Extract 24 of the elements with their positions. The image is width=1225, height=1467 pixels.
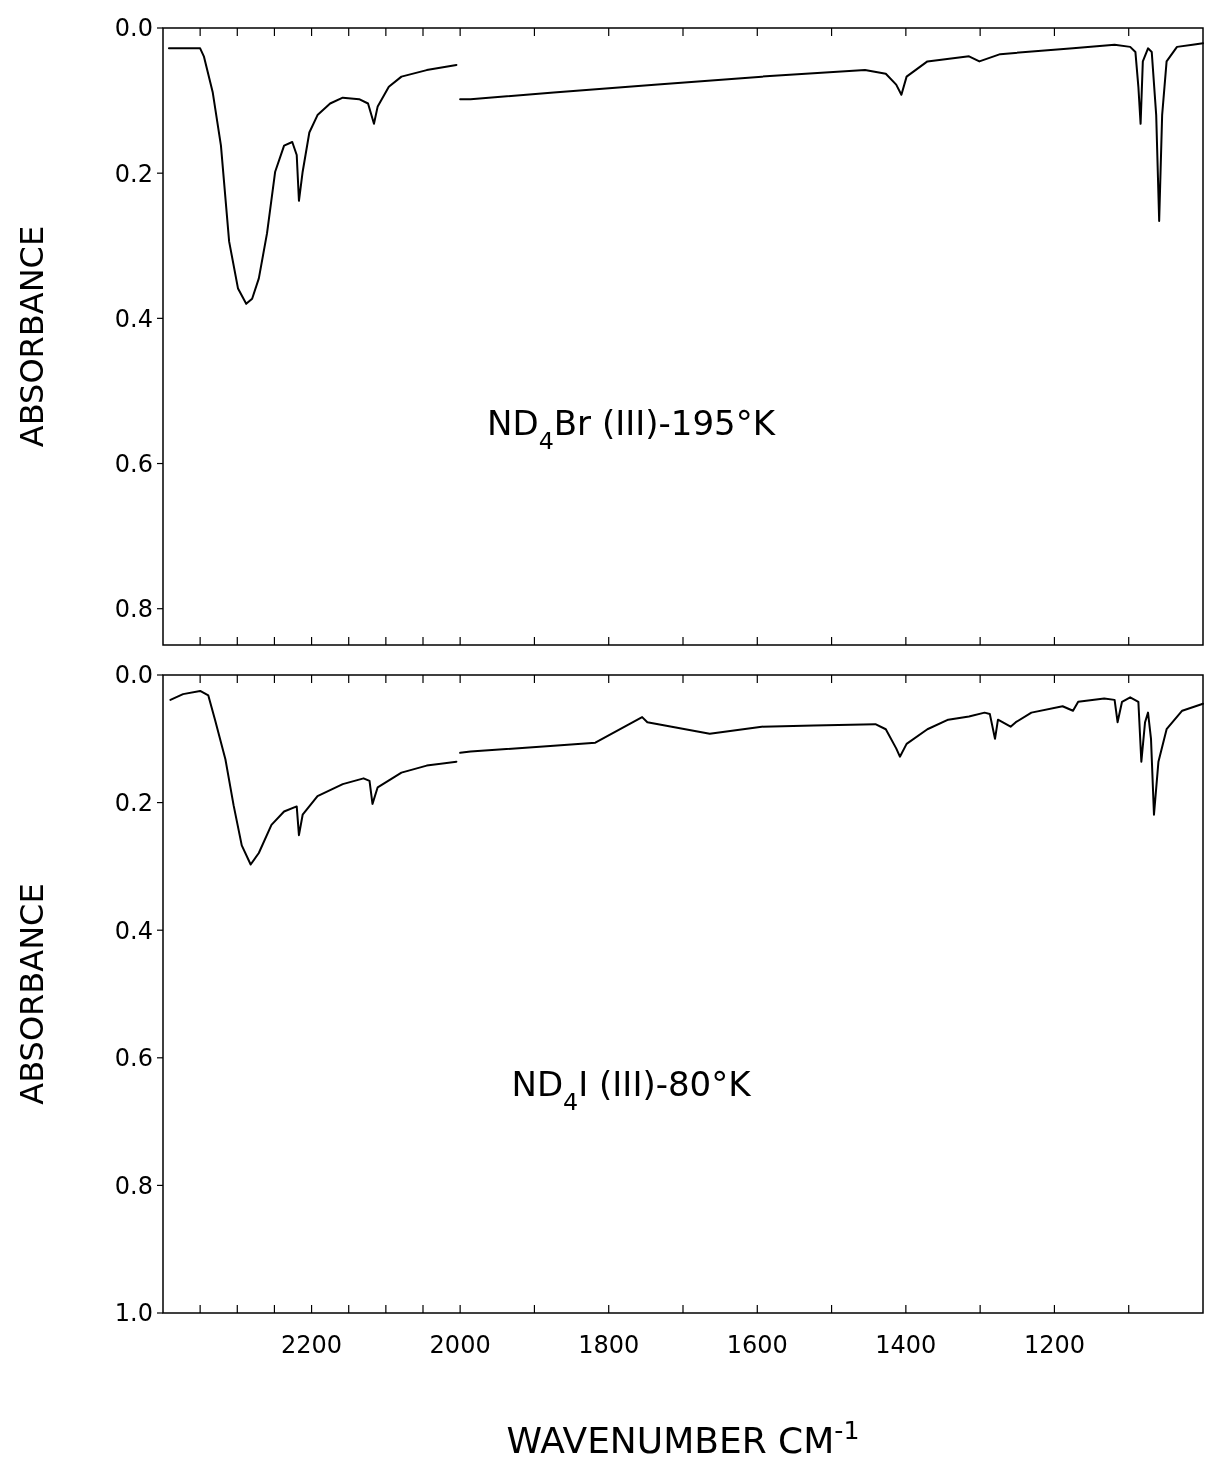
y-tick-label: 0.6: [114, 449, 153, 478]
x-tick-label: 1200: [1023, 1331, 1085, 1359]
x-tick-label: 1400: [875, 1331, 937, 1359]
annotation: ND$_{4}$Br (III)-195°K: [487, 403, 777, 456]
y-tick-label: 0.4: [114, 304, 153, 333]
y-tick-label: 0.8: [114, 595, 153, 624]
x-tick-label: 1600: [726, 1331, 788, 1359]
x-axis-title: WAVENUMBER CM$^{-1}$: [506, 1415, 860, 1461]
y-tick-label: 0.2: [114, 789, 153, 817]
x-tick-label: 2000: [429, 1331, 491, 1359]
y-tick-label: 0.0: [114, 661, 153, 690]
y-tick-label: 0.2: [114, 159, 153, 188]
y-tick-label: 0.4: [114, 916, 153, 945]
y-axis-title: ABSORBANCE: [13, 883, 51, 1105]
line-series: [167, 47, 458, 305]
y-tick-label: 0.6: [114, 1044, 153, 1073]
x-tick-label: 2200: [281, 1331, 343, 1359]
y-tick-label: 0.8: [114, 1171, 153, 1200]
x-tick-label: 1800: [578, 1331, 640, 1359]
y-tick-label: 0.0: [114, 14, 153, 43]
line-series: [169, 689, 458, 866]
y-tick-label: 1.0: [114, 1299, 153, 1328]
y-axis-title: ABSORBANCE: [13, 225, 51, 448]
annotation: ND$_{4}$I (III)-80°K: [511, 1064, 753, 1117]
